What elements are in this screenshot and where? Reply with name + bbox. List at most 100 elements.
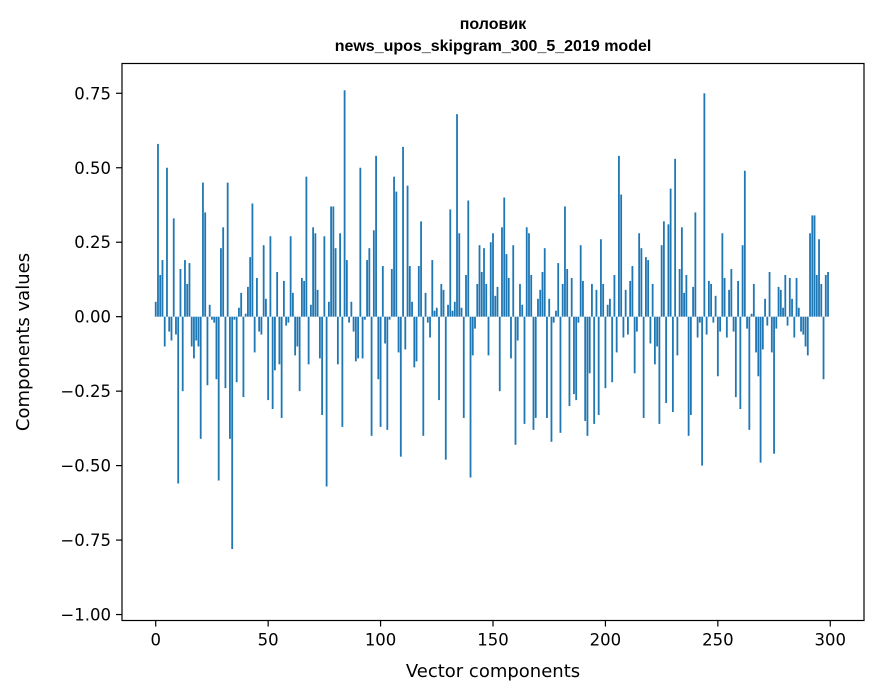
bar: [460, 307, 463, 317]
bar: [456, 114, 458, 317]
bar: [269, 236, 272, 317]
bar: [795, 277, 798, 317]
bar: [330, 206, 333, 317]
bar: [537, 298, 539, 317]
bar: [782, 307, 784, 317]
bar: [525, 227, 528, 317]
bar: [372, 230, 375, 317]
bar: [804, 316, 807, 347]
bar: [631, 266, 634, 317]
bar: [645, 257, 647, 317]
bar: [505, 254, 508, 317]
bar: [582, 280, 584, 317]
bar: [680, 227, 683, 317]
bar: [449, 209, 452, 317]
bar: [629, 280, 632, 317]
bar: [314, 233, 317, 317]
bar: [442, 289, 445, 317]
bar: [743, 170, 746, 317]
bar: [370, 316, 373, 436]
bar: [184, 260, 186, 317]
bar: [350, 301, 353, 317]
bar: [662, 221, 665, 317]
bar: [595, 289, 598, 317]
bar: [809, 233, 811, 317]
bar: [710, 283, 712, 317]
bar: [296, 316, 299, 347]
y-tick-label: 0.25: [74, 233, 111, 252]
bar: [586, 316, 589, 436]
bar: [213, 316, 216, 323]
bar: [694, 212, 697, 317]
bar: [408, 266, 411, 317]
x-tick-label: 300: [815, 631, 847, 650]
bar: [267, 316, 270, 401]
bar: [202, 182, 204, 317]
bar: [507, 277, 510, 317]
bar: [265, 298, 267, 317]
bar: [159, 274, 162, 317]
bar: [177, 316, 180, 484]
bar: [714, 295, 717, 317]
bar: [638, 233, 641, 317]
bar: [510, 316, 512, 359]
bar: [516, 316, 519, 341]
bar: [615, 316, 618, 353]
chart-subtitle: news_upos_skipgram_300_5_2019 model: [335, 38, 652, 55]
bar: [307, 316, 310, 365]
bar: [168, 316, 171, 332]
x-tick-label: 150: [477, 631, 509, 650]
bar: [417, 266, 420, 317]
bar: [318, 316, 321, 359]
bar: [487, 316, 490, 356]
bar: [375, 155, 377, 317]
bar: [256, 277, 258, 317]
bar: [732, 316, 735, 332]
bar: [748, 316, 751, 430]
bar: [728, 289, 730, 317]
bar: [390, 269, 393, 317]
y-axis: −1.00 −0.75 −0.50 −0.25 0.00 0.25 0.50 0.75: [60, 84, 122, 625]
bar: [725, 316, 728, 338]
bar: [627, 316, 629, 335]
bar: [211, 316, 213, 320]
bar: [541, 272, 544, 317]
x-tick-label: 250: [702, 631, 734, 650]
bar: [532, 316, 535, 430]
bar: [323, 236, 326, 317]
bar: [784, 274, 787, 317]
bar: [249, 257, 252, 317]
bar: [217, 316, 220, 481]
bar: [366, 260, 368, 317]
chart-title: половик: [460, 16, 527, 33]
bar: [721, 233, 724, 317]
bar: [561, 283, 564, 317]
bar: [258, 316, 261, 332]
bar: [660, 245, 663, 317]
bar: [420, 221, 422, 317]
bar: [440, 283, 443, 317]
bar: [343, 90, 346, 317]
bar: [303, 280, 306, 317]
bar: [669, 188, 672, 317]
bar: [291, 292, 294, 317]
bar: [568, 316, 571, 407]
bar: [519, 283, 521, 317]
bar: [604, 316, 607, 389]
bar: [573, 316, 575, 395]
bar: [613, 274, 616, 317]
bar: [208, 304, 211, 317]
bar: [494, 295, 497, 317]
bar: [197, 316, 200, 347]
y-tick-label: −1.00: [60, 606, 111, 625]
bar: [557, 263, 560, 317]
bar: [226, 182, 229, 317]
bar: [300, 277, 303, 317]
bar: [633, 316, 636, 374]
bar: [618, 155, 620, 317]
bar: [712, 316, 715, 323]
bar: [229, 316, 231, 439]
bar: [388, 316, 391, 320]
bar: [521, 304, 524, 317]
bar: [647, 260, 650, 317]
